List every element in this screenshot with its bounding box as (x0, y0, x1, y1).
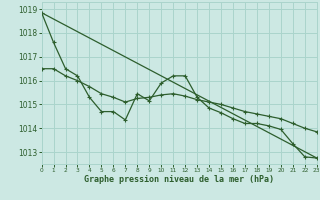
X-axis label: Graphe pression niveau de la mer (hPa): Graphe pression niveau de la mer (hPa) (84, 175, 274, 184)
